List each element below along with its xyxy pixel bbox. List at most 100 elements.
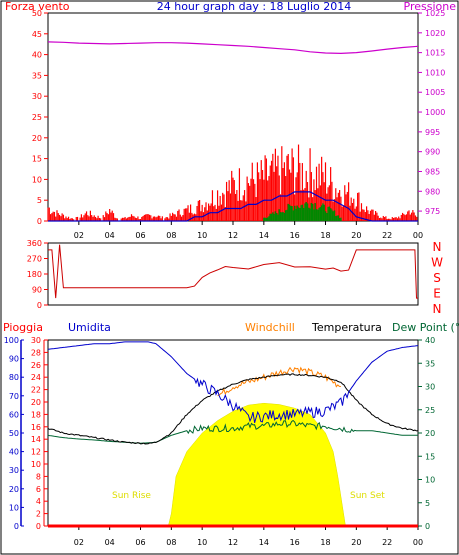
- compass-label: E: [433, 287, 441, 301]
- sunrise-label: Sun Rise: [112, 491, 151, 501]
- humidity-tick-label: 20: [9, 485, 19, 494]
- sunset-label: Sun Set: [350, 491, 385, 501]
- wind-axis-title: Forza vento: [5, 0, 70, 13]
- pressure-tick-label: 990: [425, 148, 440, 157]
- rain-tick-label: 24: [31, 373, 41, 382]
- humidity-x-tick-label: 18: [320, 538, 330, 547]
- rain-tick-label: 14: [31, 435, 41, 444]
- compass-label: W: [431, 256, 443, 270]
- humidity-tick-label: 70: [9, 392, 19, 401]
- windchill-line: [217, 366, 341, 397]
- pressure-tick-label: 1000: [425, 108, 445, 117]
- pressure-tick-label: 1020: [425, 29, 445, 38]
- rain-tick-label: 16: [31, 423, 41, 432]
- wind-tick-label: 0: [37, 217, 42, 226]
- pressure-tick-label: 985: [425, 167, 440, 176]
- pressure-tick-label: 980: [425, 187, 440, 196]
- temperature-tick-label: 10: [425, 476, 435, 485]
- wind-tick-label: 10: [32, 175, 42, 184]
- temperature-tick-label: 35: [425, 359, 435, 368]
- humidity-line: [47, 341, 419, 423]
- rain-tick-label: 30: [31, 336, 41, 345]
- humidity-tick-label: 40: [9, 448, 19, 457]
- wind-x-tick-label: 04: [105, 231, 115, 240]
- wind-tick-label: 35: [32, 71, 42, 80]
- direction-tick-label: 90: [32, 286, 42, 295]
- rain-tick-label: 0: [36, 522, 41, 531]
- humidity-tick-label: 80: [9, 373, 19, 382]
- rain-tick-label: 2: [36, 510, 41, 519]
- humidity-x-tick-label: 12: [228, 538, 238, 547]
- humidity-panel: 0102030405060708090100024681012141618202…: [4, 336, 435, 547]
- direction-tick-label: 0: [37, 301, 42, 310]
- direction-line: [48, 244, 418, 299]
- wind-tick-label: 50: [32, 9, 42, 18]
- wind-x-tick-label: 14: [259, 231, 269, 240]
- wind-x-tick-label: 02: [74, 231, 84, 240]
- compass-label: S: [433, 271, 441, 285]
- temperature-line: [47, 373, 419, 445]
- rain-tick-label: 20: [31, 398, 41, 407]
- rain-tick-label: 28: [31, 348, 41, 357]
- pressure-tick-label: 1005: [425, 88, 445, 97]
- temperature-tick-label: 20: [425, 429, 435, 438]
- direction-tick-label: 360: [27, 239, 42, 248]
- rain-tick-label: 22: [31, 386, 41, 395]
- temperature-tick-label: 5: [425, 499, 430, 508]
- dewpoint-legend: Dew Point (°C: [392, 321, 459, 334]
- rain-tick-label: 8: [36, 472, 41, 481]
- humidity-x-tick-label: 02: [74, 538, 84, 547]
- pressure-axis-title: Pressione: [404, 0, 457, 13]
- humidity-x-tick-label: 16: [290, 538, 300, 547]
- humidity-x-tick-label: 06: [135, 538, 145, 547]
- rain-tick-label: 12: [31, 448, 41, 457]
- rain-axis-title: Pioggia: [3, 321, 43, 334]
- pressure-tick-label: 975: [425, 207, 440, 216]
- temperature-tick-label: 40: [425, 336, 435, 345]
- wind-tick-label: 15: [32, 155, 42, 164]
- rain-tick-label: 6: [36, 485, 41, 494]
- wind-x-tick-label: 06: [135, 231, 145, 240]
- pressure-tick-label: 1025: [425, 9, 445, 18]
- temperature-tick-label: 0: [425, 522, 430, 531]
- rain-tick-label: 4: [36, 497, 41, 506]
- humidity-x-tick-label: 22: [382, 538, 392, 547]
- temperature-legend: Temperatura: [311, 321, 382, 334]
- rain-tick-label: 10: [31, 460, 41, 469]
- wind-x-tick-label: 20: [351, 231, 361, 240]
- windchill-legend: Windchill: [245, 321, 295, 334]
- wind-x-tick-label: 00: [413, 231, 423, 240]
- pressure-tick-label: 1010: [425, 68, 445, 77]
- temperature-tick-label: 30: [425, 383, 435, 392]
- chart-title: 24 hour graph day : 18 Luglio 2014: [157, 0, 352, 13]
- humidity-tick-label: 100: [4, 336, 19, 345]
- wind-tick-label: 40: [32, 51, 42, 60]
- humidity-x-tick-label: 08: [166, 538, 176, 547]
- humidity-tick-label: 50: [9, 429, 19, 438]
- wind-x-tick-label: 16: [290, 231, 300, 240]
- wind-tick-label: 45: [32, 30, 42, 39]
- wind-tick-label: 20: [32, 134, 42, 143]
- humidity-axis-title: Umidita: [68, 321, 111, 334]
- pressure-tick-label: 995: [425, 128, 440, 137]
- compass-label: N: [433, 240, 442, 254]
- wind-x-tick-label: 18: [320, 231, 330, 240]
- temperature-tick-label: 25: [425, 406, 435, 415]
- humidity-tick-label: 90: [9, 355, 19, 364]
- humidity-tick-label: 30: [9, 466, 19, 475]
- temperature-tick-label: 15: [425, 452, 435, 461]
- wind-x-tick-label: 12: [228, 231, 238, 240]
- direction-tick-label: 180: [27, 270, 42, 279]
- humidity-tick-label: 10: [9, 503, 19, 512]
- humidity-tick-label: 60: [9, 410, 19, 419]
- direction-tick-label: 270: [27, 255, 42, 264]
- humidity-tick-label: 0: [14, 522, 19, 531]
- humidity-x-tick-label: 00: [413, 538, 423, 547]
- wind-panel: 0510152025303540455097598098599099510001…: [32, 9, 446, 240]
- dewpoint-line: [47, 419, 418, 444]
- humidity-x-tick-label: 20: [351, 538, 361, 547]
